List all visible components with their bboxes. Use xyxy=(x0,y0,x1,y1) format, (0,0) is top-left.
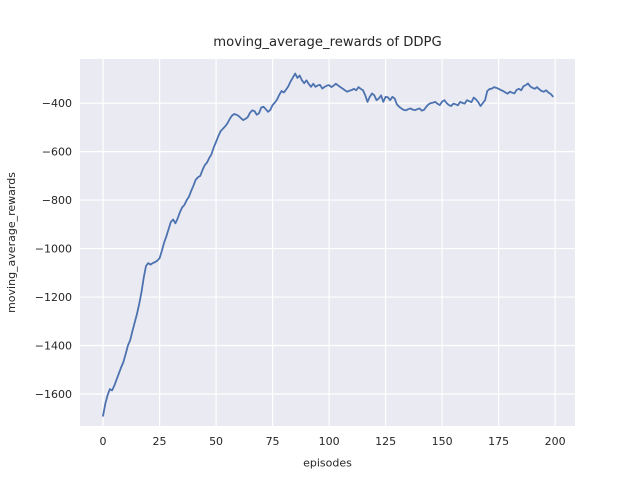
x-tick-label: 50 xyxy=(209,435,223,448)
x-tick-label: 75 xyxy=(266,435,280,448)
chart-title: moving_average_rewards of DDPG xyxy=(213,35,441,50)
y-axis-label: moving_average_rewards xyxy=(5,172,18,313)
y-tick-label: −800 xyxy=(42,194,72,207)
y-tick-label: −1400 xyxy=(35,340,72,353)
x-axis-label: episodes xyxy=(303,457,352,470)
series-line xyxy=(102,72,554,417)
x-tick-label: 100 xyxy=(319,435,340,448)
y-tick-label: −1600 xyxy=(35,388,72,401)
x-tick-label: 0 xyxy=(100,435,107,448)
data-series-layer xyxy=(102,72,554,417)
tick-labels: 0 25 50 75 100 125 150 175 200 −400 −600 −800 −1000 −… xyxy=(35,97,566,448)
y-tick-label: −1000 xyxy=(35,243,72,256)
y-tick-label: −600 xyxy=(42,146,72,159)
y-tick-label: −400 xyxy=(42,97,72,110)
x-tick-label: 125 xyxy=(375,435,396,448)
gridlines xyxy=(80,59,575,426)
y-tick-label: −1200 xyxy=(35,291,72,304)
x-tick-label: 150 xyxy=(432,435,453,448)
x-tick-label: 175 xyxy=(488,435,509,448)
x-tick-label: 25 xyxy=(153,435,167,448)
x-tick-label: 200 xyxy=(545,435,566,448)
plot-area xyxy=(80,59,575,426)
